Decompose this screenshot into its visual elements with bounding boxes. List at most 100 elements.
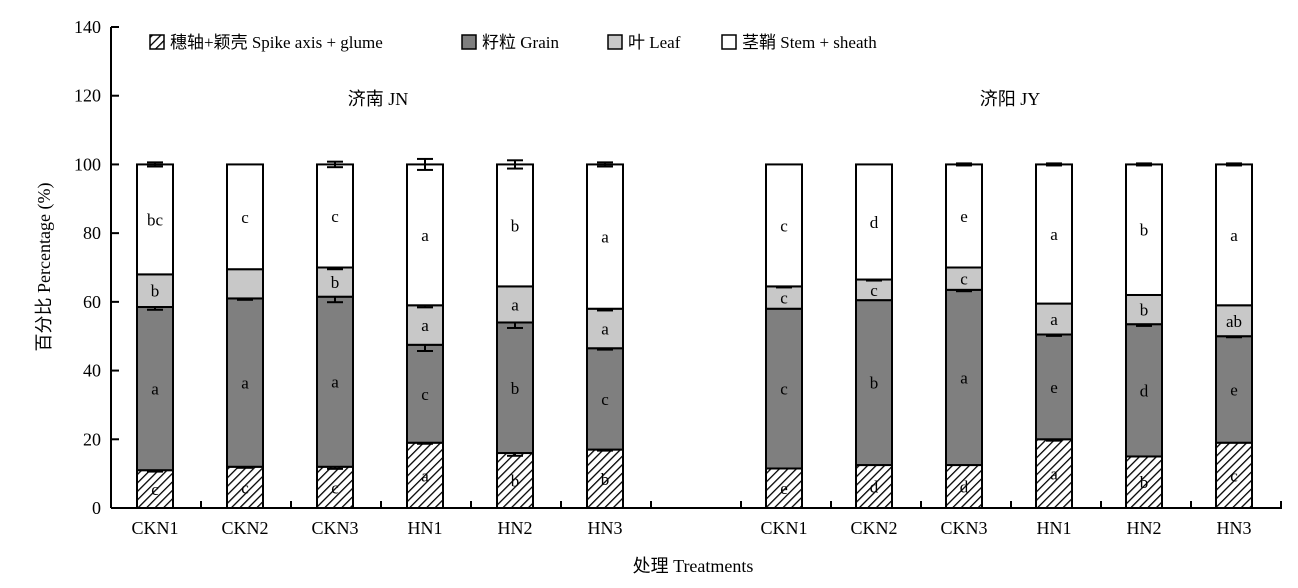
- bar-segment-stem-sheath: [855, 163, 893, 281]
- y-tick-label: 100: [74, 154, 101, 174]
- bar-segment-stem-sheath: [406, 163, 444, 307]
- bar-letter: b: [511, 379, 520, 398]
- bar-letter: b: [331, 273, 340, 292]
- bar-letter: c: [780, 380, 788, 399]
- y-tick-label: 60: [83, 292, 101, 312]
- x-tick-label: HN3: [588, 518, 623, 538]
- bar-letter: c: [870, 281, 878, 300]
- panel-title-jn: 济南 JN: [348, 89, 409, 109]
- bar-segment-spike-axis-glume: [1035, 438, 1073, 509]
- legend-swatch-grain: [461, 34, 477, 50]
- bar-letter: b: [151, 282, 160, 301]
- legend-label-spike-axis-glume: 穗轴+颖壳 Spike axis + glume: [170, 33, 383, 52]
- bar-letter: c: [331, 478, 339, 497]
- legend: 穗轴+颖壳 Spike axis + glume 籽粒 Grain 叶 Leaf…: [149, 33, 877, 52]
- legend-swatch-leaf: [607, 34, 623, 50]
- bar-segment-spike-axis-glume: [855, 464, 893, 509]
- bar-letter: a: [1050, 225, 1058, 244]
- bar-letter: b: [1140, 221, 1149, 240]
- bar-letter: ab: [1226, 312, 1242, 331]
- bar-letter: c: [960, 270, 968, 289]
- bar-segment-grain: [1125, 323, 1163, 458]
- legend-label-stem-sheath: 茎鞘 Stem + sheath: [742, 33, 877, 52]
- bar-letter: c: [780, 289, 788, 308]
- bar-letter: c: [241, 478, 249, 497]
- y-tick-label: 120: [74, 86, 101, 106]
- x-tick-label: HN2: [498, 518, 533, 538]
- bar-segment-grain: [945, 288, 983, 467]
- x-tick-label: CKN2: [850, 518, 897, 538]
- bar-segment-grain: [136, 306, 174, 472]
- panel-title-jy: 济阳 JY: [980, 89, 1041, 109]
- bar-segment-stem-sheath: [496, 163, 534, 288]
- bar-letter: a: [1230, 226, 1238, 245]
- bar-segment-stem-sheath: [226, 163, 264, 271]
- bar-letter: d: [1140, 381, 1149, 400]
- bar-letter: a: [151, 380, 159, 399]
- legend-swatch-spike-axis-glume: [149, 34, 165, 50]
- bar-segment-stem-sheath: [316, 163, 354, 269]
- bar-segment-leaf: [316, 266, 354, 298]
- y-tick-label: 20: [83, 429, 101, 449]
- y-tick-label: 140: [74, 17, 101, 37]
- bar-segment-grain: [855, 299, 893, 467]
- bar-letter: b: [511, 216, 520, 235]
- bar-segment-leaf: [1125, 293, 1163, 326]
- bar-letter: a: [960, 368, 968, 387]
- x-tick-label: HN3: [1217, 518, 1252, 538]
- legend-label-grain: 籽粒 Grain: [482, 33, 559, 52]
- bar-segment-leaf: [496, 285, 534, 324]
- bar-letter: a: [331, 373, 339, 392]
- bar-letter: d: [960, 478, 969, 497]
- bar-segment-grain: [765, 307, 803, 470]
- bar-letter: e: [780, 479, 788, 498]
- bar-segment-grain: [316, 295, 354, 468]
- bar-letter: c: [331, 207, 339, 226]
- bar-letter: c: [1230, 466, 1238, 485]
- bar-letter: c: [601, 390, 609, 409]
- x-axis-label: 处理 Treatments: [633, 556, 754, 576]
- bar-letter: a: [421, 226, 429, 245]
- bar-letter: c: [151, 480, 159, 499]
- y-tick-label: 80: [83, 223, 101, 243]
- bar-segment-spike-axis-glume: [406, 441, 444, 510]
- bar-letter: a: [601, 228, 609, 247]
- bar-letter: b: [601, 470, 610, 489]
- bar-letter: e: [1050, 378, 1058, 397]
- bar-letter: c: [421, 385, 429, 404]
- legend-label-leaf: 叶 Leaf: [628, 33, 681, 52]
- bar-letter: a: [421, 316, 429, 335]
- x-tick-label: HN1: [408, 518, 443, 538]
- bar-segment-leaf: [226, 268, 264, 300]
- bar-segment-leaf: [1215, 304, 1253, 338]
- y-tick-label: 0: [92, 498, 101, 518]
- plot-area: 020406080100120140cabbcCKN1cacCKN2cabcCK…: [74, 17, 1282, 538]
- x-tick-label: HN2: [1127, 518, 1162, 538]
- bar-segment-grain: [1215, 335, 1253, 444]
- bar-letter: e: [1230, 380, 1238, 399]
- bar-segment-spike-axis-glume: [945, 464, 983, 509]
- bar-letter: e: [960, 207, 968, 226]
- bar-letter: a: [241, 374, 249, 393]
- bar-segment-leaf: [136, 273, 174, 309]
- bar-letter: a: [1050, 465, 1058, 484]
- bar-letter: d: [870, 478, 879, 497]
- bar-letter: a: [1050, 310, 1058, 329]
- legend-swatch-stem-sheath: [721, 34, 737, 50]
- bar-letter: c: [241, 208, 249, 227]
- bar-letter: c: [780, 216, 788, 235]
- y-axis-label: 百分比 Percentage (%): [34, 183, 55, 352]
- bar-segment-grain: [226, 297, 264, 468]
- x-tick-label: CKN1: [131, 518, 178, 538]
- bar-letter: b: [1140, 301, 1149, 320]
- bar-segment-spike-axis-glume: [1215, 441, 1253, 510]
- bar-letter: d: [870, 213, 879, 232]
- y-tick-label: 40: [83, 361, 101, 381]
- x-tick-label: CKN3: [311, 518, 358, 538]
- bar-segment-grain: [406, 343, 444, 444]
- bar-letter: b: [1140, 473, 1149, 492]
- bar-letter: b: [511, 472, 520, 491]
- bar-segment-grain: [1035, 333, 1073, 441]
- bar-segment-spike-axis-glume: [136, 469, 174, 510]
